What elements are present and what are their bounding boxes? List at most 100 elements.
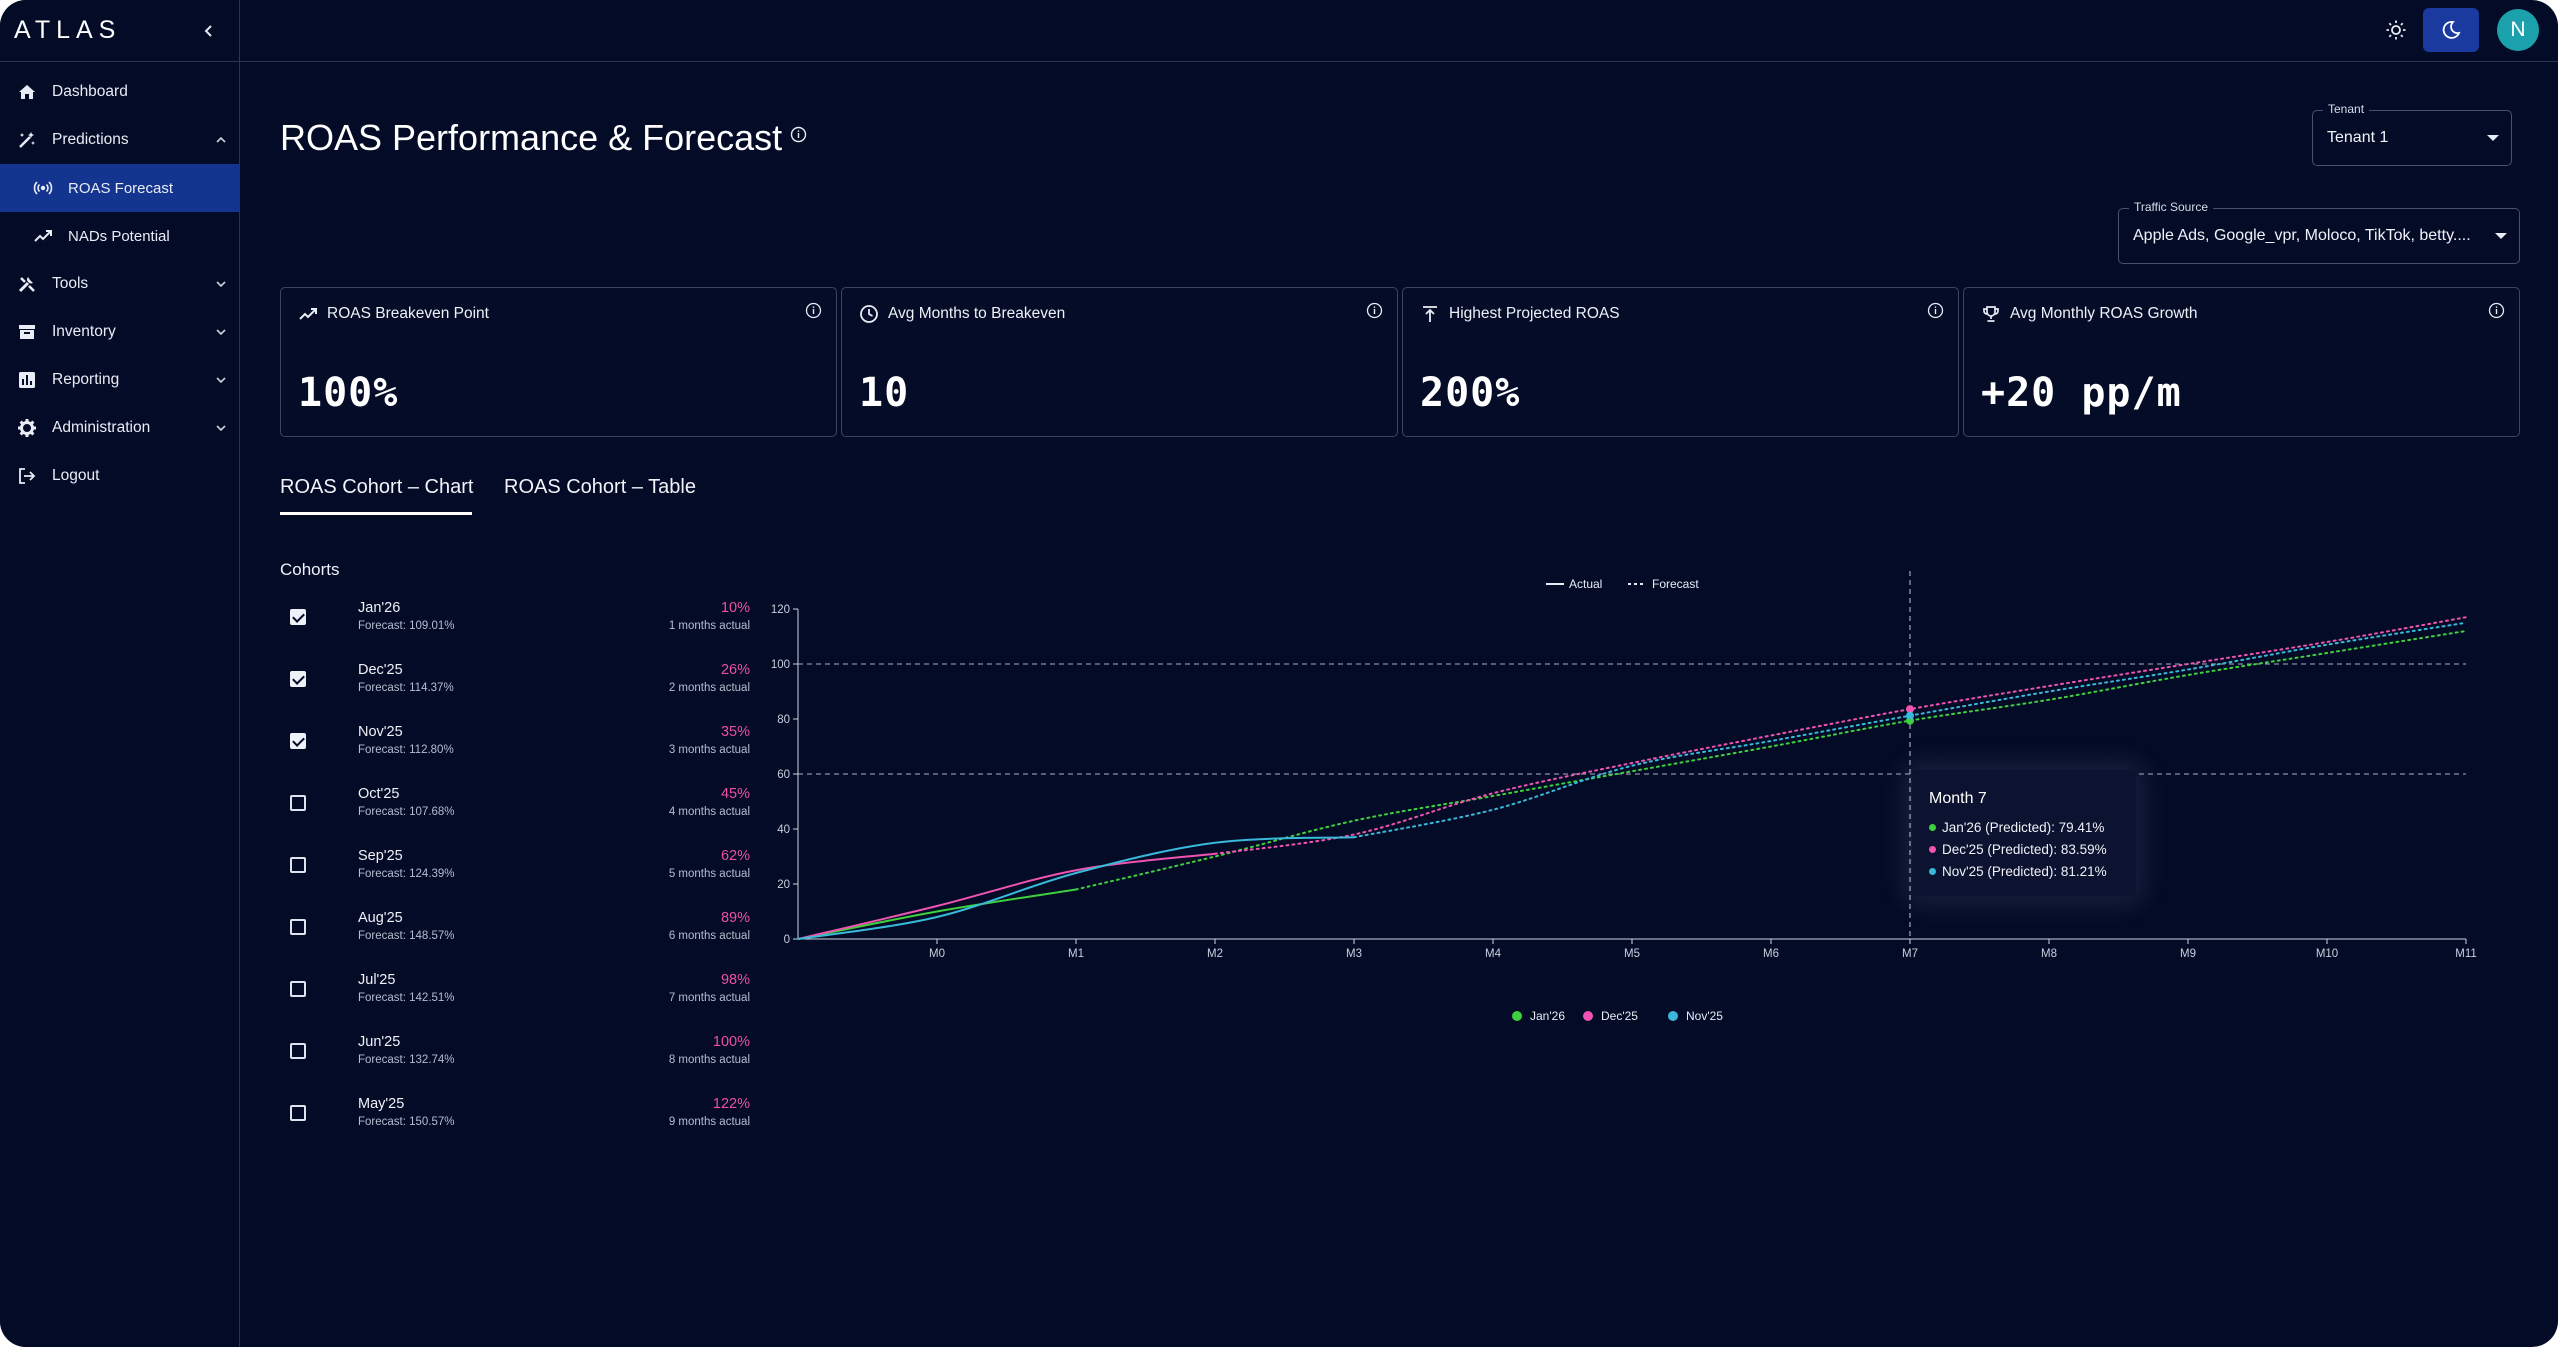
info-icon[interactable] — [805, 302, 822, 324]
sidebar-item-roas-forecast[interactable]: ROAS Forecast — [0, 164, 239, 212]
cohort-months-actual: 7 months actual — [668, 992, 750, 1004]
cohort-percent: 35% — [720, 724, 750, 740]
cohort-percent: 122% — [712, 1096, 750, 1112]
cohort-checkbox[interactable] — [290, 857, 306, 873]
x-tick-label: M3 — [1346, 948, 1362, 960]
cohort-percent: 10% — [720, 600, 750, 616]
cohort-checkbox[interactable] — [290, 733, 306, 749]
sidebar-nav: Dashboard Predictions ROAS Forecast NADs… — [0, 62, 239, 500]
tenant-select-value: Tenant 1 — [2327, 129, 2389, 146]
cohort-percent: 26% — [720, 662, 750, 678]
info-icon[interactable] — [1366, 302, 1383, 324]
legend-series-dot — [1583, 1011, 1593, 1021]
cohort-forecast: Forecast: 142.51% — [358, 992, 455, 1004]
cohort-row[interactable]: Dec'25 Forecast: 114.37% 26% 2 months actua… — [280, 662, 750, 716]
cohort-row[interactable]: Jun'25 Forecast: 132.74% 100% 8 months actu… — [280, 1034, 750, 1088]
avatar[interactable]: N — [2497, 9, 2539, 51]
kpi-value: 200% — [1420, 370, 1521, 416]
cohort-forecast: Forecast: 132.74% — [358, 1054, 455, 1066]
y-tick-label: 120 — [771, 604, 790, 616]
cohort-row[interactable]: Nov'25 Forecast: 112.80% 35% 3 months actua… — [280, 724, 750, 778]
kpi-card-monthly-growth: Avg Monthly ROAS Growth +20 pp/m — [1963, 287, 2520, 437]
cohort-checkbox[interactable] — [290, 1043, 306, 1059]
kpi-title: Avg Monthly ROAS Growth — [2010, 305, 2198, 322]
cohort-checkbox[interactable] — [290, 795, 306, 811]
sidebar-item-logout[interactable]: Logout — [0, 452, 239, 500]
cohort-row[interactable]: Aug'25 Forecast: 148.57% 89% 6 months actua… — [280, 910, 750, 964]
cohort-checkbox[interactable] — [290, 671, 306, 687]
roas-cohort-chart[interactable]: 0 20 40 60 80 100 120 M0 M1 M2 M3 M4 M5 M6 M7 M8 M9 M10 M1… — [760, 570, 2496, 1040]
x-tick-label: M7 — [1902, 948, 1918, 960]
legend-forecast-label: Forecast — [1652, 577, 1699, 591]
cohort-name: Jul'25 — [358, 972, 396, 988]
sidebar-item-reporting[interactable]: Reporting — [0, 356, 239, 404]
moon-icon — [2442, 21, 2461, 39]
x-tick-label: M4 — [1485, 948, 1502, 960]
legend-actual-label: Actual — [1569, 577, 1602, 591]
cohort-row[interactable]: Jul'25 Forecast: 142.51% 98% 7 months actua… — [280, 972, 750, 1026]
legend-dot — [1929, 824, 1936, 831]
series-hover-point — [1906, 705, 1914, 714]
caret-down-icon — [2487, 135, 2499, 141]
cohort-row[interactable]: Oct'25 Forecast: 107.68% 45% 4 months actua… — [280, 786, 750, 840]
series-hover-point — [1906, 711, 1914, 720]
kpi-title: Avg Months to Breakeven — [888, 305, 1066, 322]
sidebar-item-dashboard[interactable]: Dashboard — [0, 68, 239, 116]
sidebar: ATLAS Dashboard Predictions ROAS Forecas… — [0, 0, 240, 1347]
trophy-icon — [1981, 304, 2001, 324]
cohort-row[interactable]: May'25 Forecast: 150.57% 122% 9 months actu… — [280, 1096, 750, 1150]
cohort-name: Nov'25 — [358, 724, 403, 740]
x-tick-label: M6 — [1763, 948, 1779, 960]
info-icon[interactable] — [790, 110, 807, 152]
chevron-down-icon — [211, 418, 231, 438]
sidebar-item-nads-potential[interactable]: NADs Potential — [0, 212, 239, 260]
cohort-forecast: Forecast: 109.01% — [358, 620, 455, 632]
traffic-source-select[interactable]: Traffic Source Apple Ads, Google_vpr, Mo… — [2118, 200, 2520, 264]
cohort-percent: 100% — [712, 1034, 750, 1050]
sidebar-item-inventory[interactable]: Inventory — [0, 308, 239, 356]
collapse-sidebar-icon[interactable] — [197, 19, 221, 43]
cohort-name: Jan'26 — [358, 600, 401, 616]
cohort-checkbox[interactable] — [290, 1105, 306, 1121]
cohort-checkbox[interactable] — [290, 919, 306, 935]
legend-series-label: Jan'26 — [1530, 1009, 1565, 1023]
sidebar-item-label: Administration — [52, 419, 151, 436]
sidebar-item-tools[interactable]: Tools — [0, 260, 239, 308]
x-tick-label: M10 — [2316, 948, 2338, 960]
x-tick-label: M11 — [2455, 948, 2477, 960]
light-mode-button[interactable] — [2380, 14, 2412, 46]
cohort-months-actual: 2 months actual — [668, 682, 750, 694]
chevron-down-icon — [211, 322, 231, 342]
dark-mode-button[interactable] — [2423, 8, 2479, 52]
info-icon[interactable] — [1927, 302, 1944, 324]
legend-series-dot — [1512, 1011, 1522, 1021]
cohort-forecast: Forecast: 114.37% — [358, 682, 454, 694]
cohort-name: Oct'25 — [358, 786, 400, 802]
tenant-select[interactable]: Tenant Tenant 1 — [2312, 102, 2512, 166]
cohort-forecast: Forecast: 150.57% — [358, 1116, 455, 1128]
x-tick-label: M9 — [2180, 948, 2196, 960]
cohort-percent: 45% — [720, 786, 750, 802]
home-icon — [16, 81, 38, 103]
tab-roas-cohort-table[interactable]: ROAS Cohort – Table — [504, 476, 696, 498]
tooltip-row: Dec'25 (Predicted): 83.59% — [1929, 842, 2107, 857]
info-icon[interactable] — [2488, 302, 2505, 324]
kpi-card-highest-roas: Highest Projected ROAS 200% — [1402, 287, 1959, 437]
cohort-row[interactable]: Sep'25 Forecast: 124.39% 62% 5 months actua… — [280, 848, 750, 902]
cohort-row[interactable]: Jan'26 Forecast: 109.01% 10% 1 months actua… — [280, 600, 750, 654]
sidebar-item-predictions[interactable]: Predictions — [0, 116, 239, 164]
cohort-checkbox[interactable] — [290, 981, 306, 997]
y-tick-label: 100 — [771, 659, 790, 671]
x-tick-label: M5 — [1624, 948, 1640, 960]
cohort-months-actual: 3 months actual — [668, 744, 750, 756]
tab-roas-cohort-chart[interactable]: ROAS Cohort – Chart — [280, 476, 474, 498]
app-logo: ATLAS — [14, 16, 122, 44]
cohort-checkbox[interactable] — [290, 609, 306, 625]
chevron-down-icon — [211, 274, 231, 294]
cohort-percent: 62% — [720, 848, 750, 864]
tooltip-title: Month 7 — [1929, 790, 1987, 807]
sidebar-item-administration[interactable]: Administration — [0, 404, 239, 452]
chevron-up-icon — [211, 130, 231, 150]
cohort-name: Jun'25 — [358, 1034, 401, 1050]
tooltip-row: Nov'25 (Predicted): 81.21% — [1929, 864, 2107, 879]
